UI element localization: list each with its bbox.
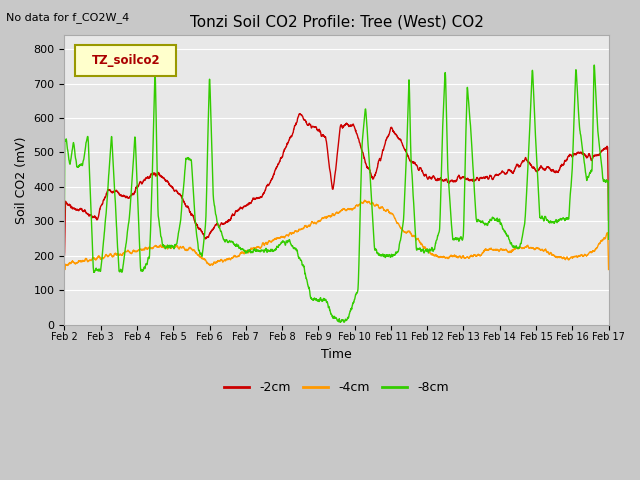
-8cm xyxy=(155,216,163,222)
Text: TZ_soilco2: TZ_soilco2 xyxy=(92,54,160,67)
-8cm xyxy=(536,211,543,216)
-2cm xyxy=(61,253,68,259)
-4cm xyxy=(123,249,131,254)
Line: -2cm: -2cm xyxy=(65,114,609,256)
-8cm xyxy=(269,248,277,254)
-4cm xyxy=(361,197,369,203)
Line: -4cm: -4cm xyxy=(65,200,609,269)
-2cm xyxy=(269,173,277,179)
Text: No data for f_CO2W_4: No data for f_CO2W_4 xyxy=(6,12,130,23)
-4cm xyxy=(605,266,612,272)
-4cm xyxy=(269,237,277,243)
-4cm xyxy=(61,266,68,272)
-8cm xyxy=(123,238,131,243)
-2cm xyxy=(536,166,543,171)
X-axis label: Time: Time xyxy=(321,348,352,361)
-8cm xyxy=(595,132,602,138)
-2cm xyxy=(605,217,612,223)
-4cm xyxy=(293,228,301,234)
-8cm xyxy=(590,62,598,68)
Legend: -2cm, -4cm, -8cm: -2cm, -4cm, -8cm xyxy=(219,376,454,399)
-2cm xyxy=(296,111,304,117)
-4cm xyxy=(155,244,163,250)
-2cm xyxy=(123,194,131,200)
-2cm xyxy=(293,120,301,125)
-8cm xyxy=(61,212,68,217)
-4cm xyxy=(594,242,602,248)
-8cm xyxy=(293,247,301,253)
-4cm xyxy=(536,246,543,252)
Y-axis label: Soil CO2 (mV): Soil CO2 (mV) xyxy=(15,136,28,224)
-8cm xyxy=(605,237,612,242)
Title: Tonzi Soil CO2 Profile: Tree (West) CO2: Tonzi Soil CO2 Profile: Tree (West) CO2 xyxy=(189,15,483,30)
-8cm xyxy=(337,319,344,325)
FancyBboxPatch shape xyxy=(76,46,176,76)
-2cm xyxy=(155,171,163,177)
Line: -8cm: -8cm xyxy=(65,65,609,322)
-2cm xyxy=(594,152,602,158)
